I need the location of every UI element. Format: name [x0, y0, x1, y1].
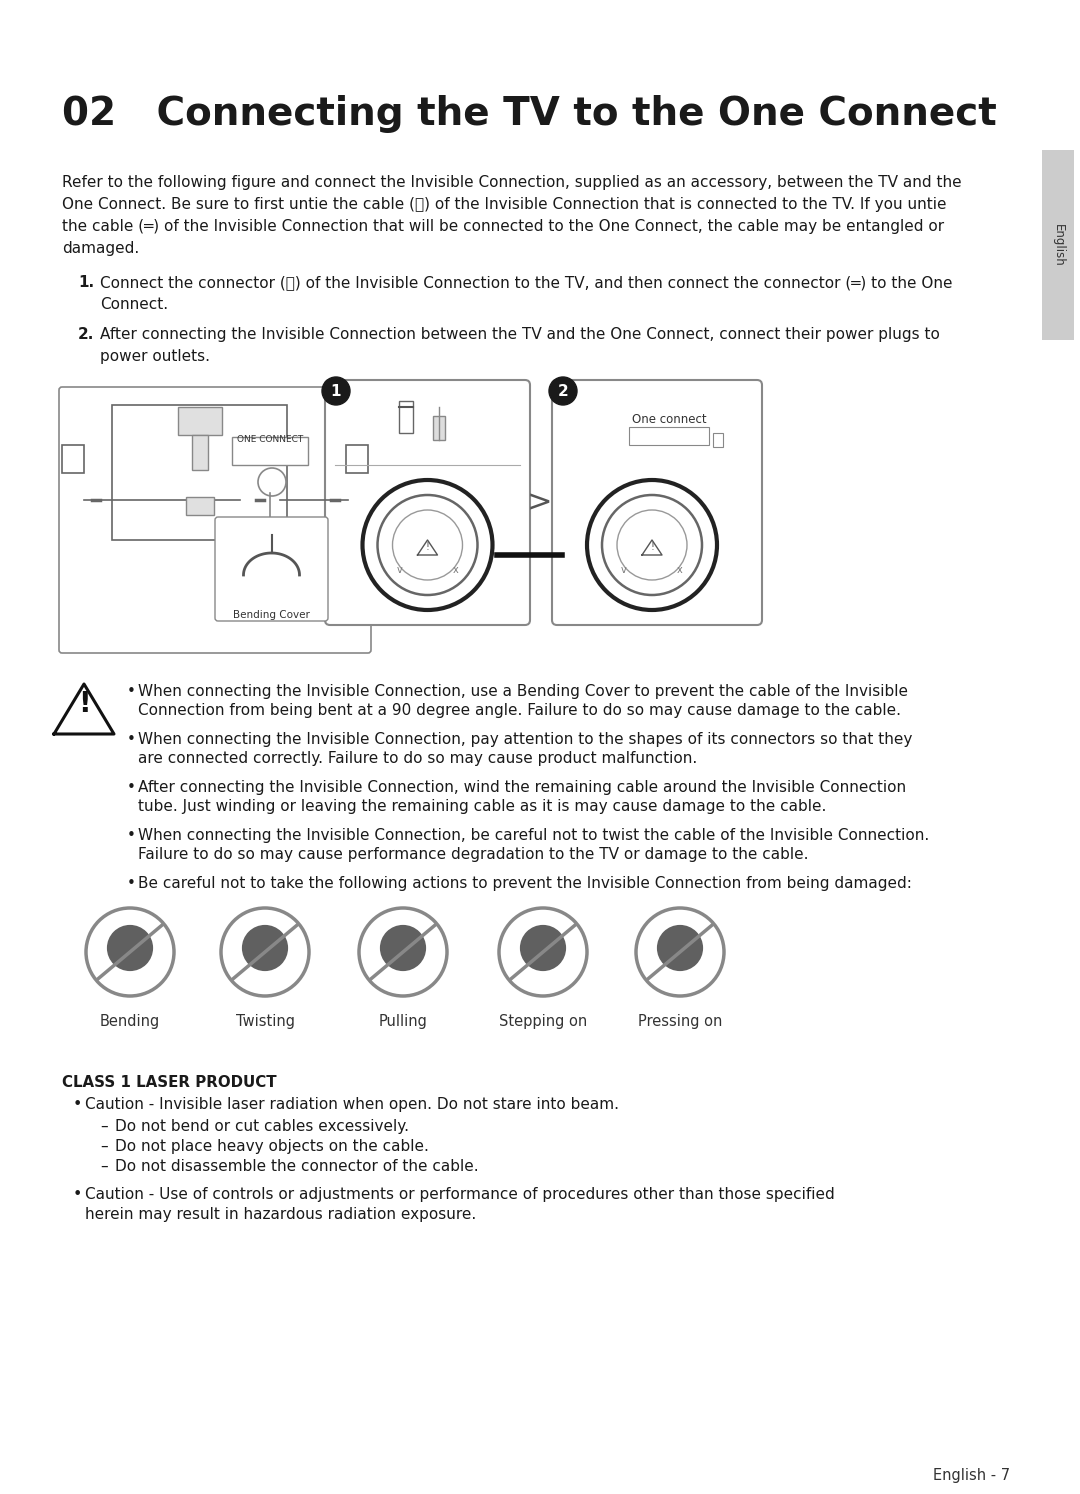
Text: Bending: Bending: [99, 1014, 160, 1029]
Circle shape: [549, 376, 577, 405]
Text: When connecting the Invisible Connection, use a Bending Cover to prevent the cab: When connecting the Invisible Connection…: [138, 684, 908, 699]
Text: When connecting the Invisible Connection, be careful not to twist the cable of t: When connecting the Invisible Connection…: [138, 828, 929, 843]
Text: Do not place heavy objects on the cable.: Do not place heavy objects on the cable.: [114, 1138, 429, 1153]
Text: Connect the connector (ⓔ) of the Invisible Connection to the TV, and then connec: Connect the connector (ⓔ) of the Invisib…: [100, 275, 953, 290]
Text: •: •: [127, 780, 136, 795]
FancyBboxPatch shape: [552, 379, 762, 624]
Ellipse shape: [242, 925, 288, 971]
Text: damaged.: damaged.: [62, 241, 139, 255]
Text: –: –: [100, 1119, 108, 1134]
Bar: [62, 445, 84, 474]
Text: •: •: [127, 684, 136, 699]
Text: 02   Connecting the TV to the One Connect: 02 Connecting the TV to the One Connect: [62, 96, 997, 133]
Text: tube. Just winding or leaving the remaining cable as it is may cause damage to t: tube. Just winding or leaving the remain…: [138, 799, 826, 814]
Text: One connect: One connect: [632, 412, 706, 426]
Text: 1: 1: [330, 384, 341, 399]
Text: v: v: [396, 565, 403, 575]
Polygon shape: [642, 539, 662, 554]
Text: After connecting the Invisible Connection between the TV and the One Connect, co: After connecting the Invisible Connectio…: [100, 327, 940, 342]
Polygon shape: [54, 684, 114, 734]
Text: When connecting the Invisible Connection, pay attention to the shapes of its con: When connecting the Invisible Connection…: [138, 732, 913, 747]
Text: ONE CONNECT: ONE CONNECT: [237, 435, 303, 444]
Text: •: •: [73, 1097, 82, 1112]
Text: herein may result in hazardous radiation exposure.: herein may result in hazardous radiation…: [85, 1207, 476, 1222]
Text: One Connect. Be sure to first untie the cable (ⓔ) of the Invisible Connection th: One Connect. Be sure to first untie the …: [62, 197, 946, 212]
Text: Pressing on: Pressing on: [638, 1014, 723, 1029]
Bar: [629, 427, 708, 445]
Text: Connect.: Connect.: [100, 297, 168, 312]
Text: Bending Cover: Bending Cover: [233, 610, 310, 620]
Bar: [186, 498, 214, 515]
Text: !: !: [650, 542, 653, 551]
Ellipse shape: [380, 925, 427, 971]
Text: –: –: [100, 1159, 108, 1174]
FancyBboxPatch shape: [215, 517, 328, 622]
Bar: [713, 433, 723, 447]
Text: >: >: [526, 489, 552, 517]
Text: 1.: 1.: [78, 275, 94, 290]
Text: Stepping on: Stepping on: [499, 1014, 588, 1029]
Text: Be careful not to take the following actions to prevent the Invisible Connection: Be careful not to take the following act…: [138, 875, 912, 890]
Text: Twisting: Twisting: [235, 1014, 295, 1029]
Text: Do not disassemble the connector of the cable.: Do not disassemble the connector of the …: [114, 1159, 478, 1174]
Text: •: •: [127, 875, 136, 890]
Text: v: v: [621, 565, 626, 575]
Bar: [346, 445, 368, 474]
Text: Do not bend or cut cables excessively.: Do not bend or cut cables excessively.: [114, 1119, 409, 1134]
Ellipse shape: [519, 925, 566, 971]
Text: English: English: [1052, 224, 1065, 266]
FancyBboxPatch shape: [59, 387, 372, 653]
Text: •: •: [73, 1188, 82, 1203]
Ellipse shape: [657, 925, 703, 971]
Text: Caution - Use of controls or adjustments or performance of procedures other than: Caution - Use of controls or adjustments…: [85, 1188, 835, 1203]
Bar: [232, 438, 308, 465]
Text: Pulling: Pulling: [379, 1014, 428, 1029]
Bar: [432, 415, 445, 441]
Text: After connecting the Invisible Connection, wind the remaining cable around the I: After connecting the Invisible Connectio…: [138, 780, 906, 795]
Text: x: x: [453, 565, 458, 575]
Text: Connection from being bent at a 90 degree angle. Failure to do so may cause dama: Connection from being bent at a 90 degre…: [138, 704, 901, 719]
Text: are connected correctly. Failure to do so may cause product malfunction.: are connected correctly. Failure to do s…: [138, 751, 698, 766]
FancyBboxPatch shape: [325, 379, 530, 624]
Ellipse shape: [107, 925, 153, 971]
Text: 2.: 2.: [78, 327, 94, 342]
Bar: [177, 406, 221, 435]
Text: •: •: [127, 828, 136, 843]
Text: 2: 2: [557, 384, 568, 399]
Text: Caution - Invisible laser radiation when open. Do not stare into beam.: Caution - Invisible laser radiation when…: [85, 1097, 619, 1112]
Text: power outlets.: power outlets.: [100, 350, 210, 365]
Text: CLASS 1 LASER PRODUCT: CLASS 1 LASER PRODUCT: [62, 1076, 276, 1091]
Bar: [399, 400, 413, 433]
Text: !: !: [426, 542, 430, 551]
Text: !: !: [78, 690, 91, 719]
Bar: [112, 405, 287, 539]
Polygon shape: [418, 539, 437, 554]
Bar: [191, 435, 207, 471]
Text: Failure to do so may cause performance degradation to the TV or damage to the ca: Failure to do so may cause performance d…: [138, 847, 809, 862]
Text: Refer to the following figure and connect the Invisible Connection, supplied as : Refer to the following figure and connec…: [62, 175, 961, 190]
Text: •: •: [127, 732, 136, 747]
Text: x: x: [677, 565, 683, 575]
Bar: [1042, 149, 1074, 341]
Circle shape: [322, 376, 350, 405]
Text: –: –: [100, 1138, 108, 1153]
Text: the cable (═) of the Invisible Connection that will be connected to the One Conn: the cable (═) of the Invisible Connectio…: [62, 220, 944, 235]
Text: English - 7: English - 7: [933, 1469, 1010, 1484]
